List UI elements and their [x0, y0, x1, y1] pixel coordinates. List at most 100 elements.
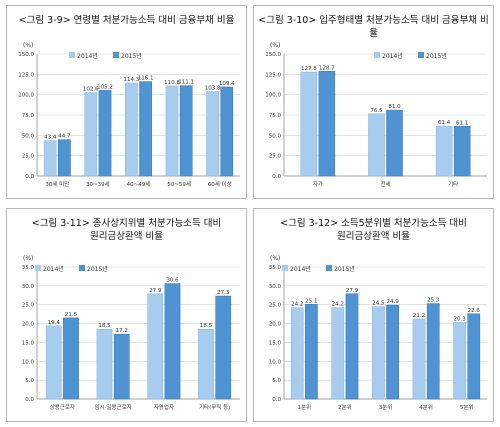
bar-2014년-30세 미만 — [43, 140, 57, 177]
y-tick-label: 15.0 — [269, 340, 282, 346]
chart-panel-3-12: <그림 3-12> 소득5분위별 처분가능소득 대비 원리금상환액 비율 (%)… — [253, 208, 494, 422]
data-label: 103.8 — [205, 86, 221, 92]
x-tick-label: 기타(무직 등) — [199, 403, 230, 411]
x-tick-label: 5분위 — [460, 403, 474, 411]
data-label: 24.2 — [291, 302, 303, 308]
bar-2014년-기타 — [435, 125, 453, 177]
legend-swatch-2014년 — [69, 52, 75, 58]
legend-label: 2014년 — [43, 265, 64, 273]
bar-chart: (%) 0.0 5.0 10.0 15.0 20.0 25.0 30.0 35.0 2014년 20… — [22, 255, 240, 411]
bar-2015년-자가 — [318, 71, 336, 177]
y-tick-label: 75.0 — [22, 113, 35, 119]
bar-2014년-3분위 — [372, 306, 385, 400]
data-label: 22.6 — [468, 308, 481, 314]
data-label: 24.5 — [372, 301, 385, 307]
bar-2015년-40~49세 — [139, 81, 152, 177]
y-tick-label: 150.0 — [265, 52, 281, 58]
data-label: 76.5 — [370, 108, 383, 114]
bar-2014년-2분위 — [331, 307, 345, 400]
bar-2014년-60세 이상 — [206, 91, 219, 177]
x-tick-label: 50~59세 — [167, 180, 191, 188]
legend-label: 2015년 — [334, 265, 355, 273]
bar-2015년-30세 미만 — [58, 139, 71, 177]
data-label: 21.2 — [413, 313, 425, 319]
data-label: 20.3 — [453, 316, 466, 322]
data-label: 27.9 — [346, 288, 359, 294]
y-tick-label: 25.0 — [22, 303, 35, 309]
y-tick-label: 25.0 — [269, 154, 282, 160]
legend-swatch-2015년 — [79, 265, 85, 271]
y-tick-label: 150.0 — [18, 52, 34, 58]
data-label: 27.3 — [217, 290, 230, 296]
legend-label: 2015년 — [87, 265, 108, 273]
bar-2015년-2분위 — [345, 293, 359, 400]
legend-label: 2014년 — [382, 52, 403, 60]
legend-swatch-2015년 — [113, 52, 119, 58]
data-label: 61.4 — [438, 120, 451, 126]
y-tick-label: 0.0 — [272, 174, 281, 180]
y-tick-label: 100.0 — [265, 93, 281, 99]
bar-2015년-50~59세 — [179, 85, 193, 177]
y-tick-label: 5.0 — [25, 378, 34, 384]
bar-2014년-5분위 — [453, 322, 466, 400]
bar-2015년-30~39세 — [98, 90, 112, 177]
legend-label: 2014년 — [77, 52, 98, 60]
y-tick-label: 15.0 — [22, 340, 35, 346]
x-tick-label: 자영업자 — [154, 403, 174, 411]
data-label: 81.0 — [388, 104, 401, 110]
y-tick-label: 75.0 — [269, 113, 282, 119]
bar-2014년-30~39세 — [84, 92, 98, 177]
data-label: 43.4 — [44, 135, 57, 141]
data-label: 127.8 — [301, 66, 317, 72]
y-tick-label: 20.0 — [269, 322, 282, 328]
legend-swatch-2015년 — [418, 52, 424, 58]
data-label: 102.6 — [83, 87, 99, 93]
chart-panel-3-9: <그림 3-9> 연령별 처분가능소득 대비 금융부채 비율 (%) 0.0 25.… — [6, 5, 247, 199]
chart-title: <그림 3-9> 연령별 처분가능소득 대비 금융부채 비율 — [18, 15, 235, 26]
y-tick-label: 125.0 — [18, 72, 34, 78]
y-tick-label: 25.0 — [22, 154, 35, 160]
bar-2015년-임시·일용근로자 — [113, 333, 130, 400]
bar-2015년-자영업자 — [164, 283, 181, 400]
bar-2014년-전세 — [368, 113, 385, 177]
x-tick-label: 40~49세 — [127, 180, 151, 188]
bar-chart: (%) 0.0 5.0 10.0 15.0 20.0 25.0 30.0 35.0 2014년 20… — [269, 255, 487, 411]
data-label: 18.5 — [98, 323, 111, 329]
legend-swatch-2014년 — [374, 52, 380, 58]
bar-2014년-자영업자 — [147, 293, 164, 400]
bar-2015년-3분위 — [386, 304, 399, 400]
chart-title: <그림 3-11> 종사상지위별 처분가능소득 대비 원리금상환액 비율 — [31, 218, 222, 242]
bar-2015년-상용근로자 — [63, 317, 79, 400]
y-tick-label: 100.0 — [18, 93, 34, 99]
chart-title: <그림 3-10> 입주형태별 처분가능소득 대비 금융부채 비율 — [258, 15, 489, 39]
y-tick-label: 25.0 — [269, 303, 282, 309]
y-tick-label: 10.0 — [269, 359, 282, 365]
bar-2014년-50~59세 — [165, 85, 179, 177]
bar-chart: (%) 0.0 25.0 50.0 75.0 100.0 125.0 150.0 2014년 20… — [18, 42, 240, 188]
bar-chart: (%) 0.0 25.0 50.0 75.0 100.0 125.0 150.0 2014년 20… — [265, 42, 487, 188]
data-label: 25.3 — [427, 298, 440, 304]
data-label: 25.1 — [305, 298, 317, 304]
chart-title: <그림 3-12> 소득5분위별 처분가능소득 대비 원리금상환액 비율 — [280, 218, 467, 242]
data-label: 61.1 — [456, 120, 468, 126]
unit-label: (%) — [23, 42, 33, 49]
legend-swatch-2014년 — [282, 265, 288, 271]
legend-swatch-2014년 — [35, 265, 41, 271]
data-label: 21.5 — [65, 312, 78, 318]
data-label: 18.5 — [200, 323, 213, 329]
data-label: 111.1 — [178, 80, 194, 86]
x-tick-label: 기타 — [448, 180, 458, 188]
legend-swatch-2015년 — [326, 265, 332, 271]
x-tick-label: 3분위 — [379, 403, 393, 411]
y-tick-label: 50.0 — [269, 133, 282, 139]
x-tick-label: 임시·일용근로자 — [95, 403, 132, 411]
y-tick-label: 0.0 — [25, 397, 34, 403]
x-tick-label: 60세 이상 — [208, 180, 232, 188]
bar-2014년-1분위 — [290, 307, 304, 400]
bar-2015년-기타 — [453, 126, 471, 177]
bar-2014년-자가 — [300, 71, 318, 177]
data-label: 24.2 — [332, 302, 344, 308]
bar-2014년-4분위 — [412, 318, 426, 400]
x-tick-label: 2분위 — [338, 403, 352, 411]
bar-2015년-전세 — [386, 109, 403, 177]
